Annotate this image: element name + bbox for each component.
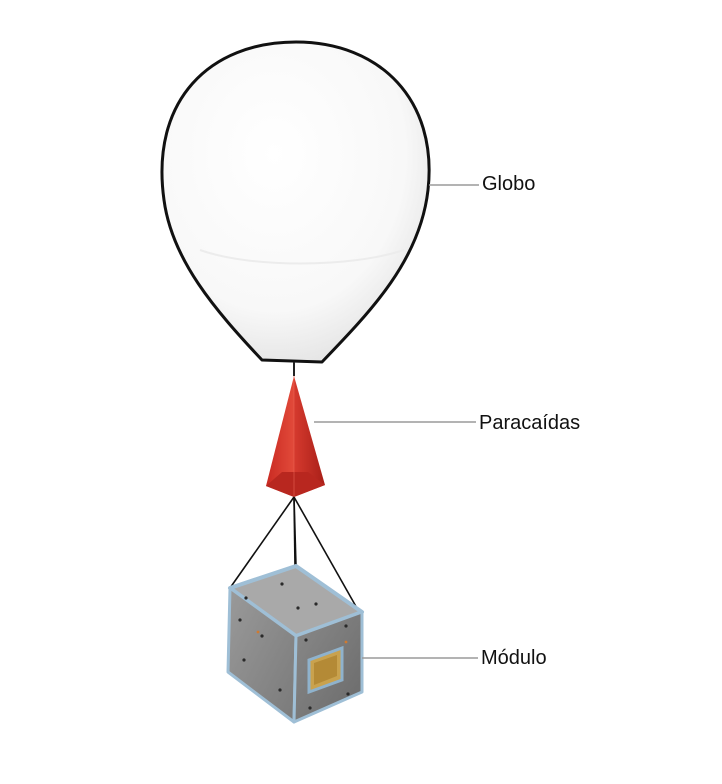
label-modulo: Módulo: [481, 647, 547, 669]
balloon: [160, 40, 431, 364]
label-globo: Globo: [482, 173, 536, 195]
module: [226, 564, 364, 724]
leader-lines: [314, 184, 479, 659]
parachute: [266, 376, 325, 497]
label-paracaidas: Paracaídas: [479, 412, 581, 434]
